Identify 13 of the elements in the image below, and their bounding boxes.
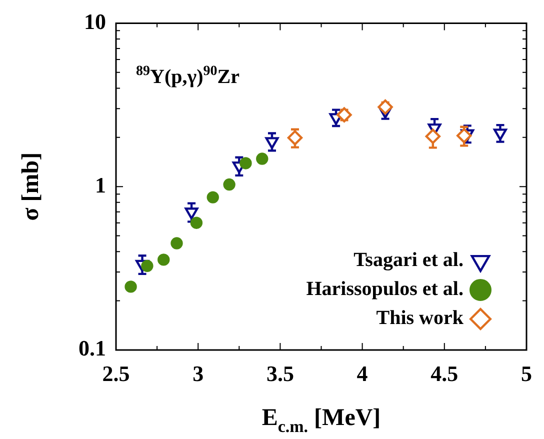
y-axis-title: σ [mb] — [18, 152, 44, 221]
legend-label: Tsagari et al. — [354, 249, 464, 272]
legend-label: This work — [376, 307, 464, 330]
y-tick-label: 10 — [84, 8, 106, 34]
x-tick-label: 4 — [356, 360, 368, 386]
x-tick-label: 3 — [192, 360, 204, 386]
legend-label: Harissopulos et al. — [306, 278, 464, 300]
x-tick-label: 5 — [521, 360, 532, 386]
x-tick-label: 4.5 — [430, 360, 458, 386]
x-tick-label: 3.5 — [266, 360, 294, 386]
y-tick-label: 1 — [95, 172, 106, 198]
y-tick-label: 0.1 — [78, 336, 106, 361]
x-tick-label: 2.5 — [102, 360, 130, 386]
